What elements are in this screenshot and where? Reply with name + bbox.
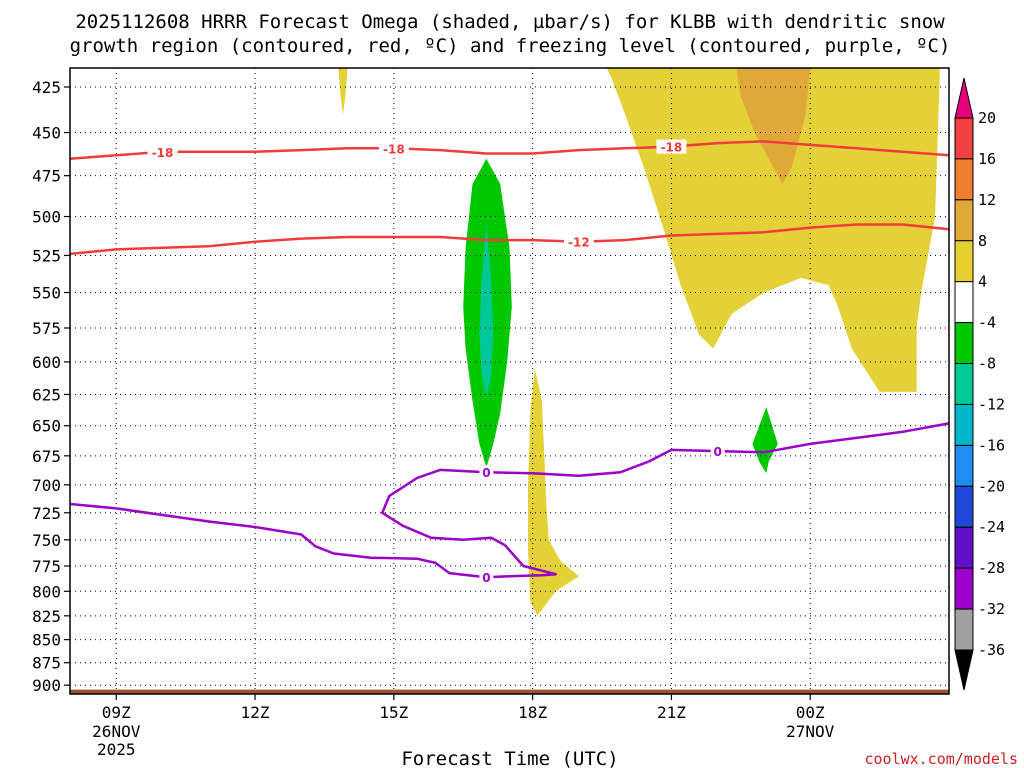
purple-label-0-2: 0: [482, 571, 490, 585]
colorbar-label-2: 12: [978, 191, 996, 209]
chart-title-line-2: growth region (contoured, red, ºC) and f…: [70, 35, 951, 57]
colorbar-segment-3: [954, 199, 974, 242]
y-tick-label-750: 750: [32, 531, 61, 550]
terrain-band: [70, 689, 949, 694]
red-label-bg-0-0: [147, 144, 178, 159]
y-tick-label-450: 450: [32, 124, 61, 143]
colorbar-label-8: -16: [978, 436, 1005, 454]
omega-region-1: [736, 68, 811, 184]
y-tick-label-475: 475: [32, 167, 61, 186]
x-tick-label-12: 12Z: [241, 703, 270, 722]
x-tick-label-18: 18Z: [518, 703, 547, 722]
y-tick-label-675: 675: [32, 447, 61, 466]
y-tick-label-575: 575: [32, 319, 61, 338]
y-tick-label-550: 550: [32, 284, 61, 303]
x-tick-date-9: 26NOV: [92, 722, 141, 741]
plot-frame: [69, 67, 950, 695]
colorbar-label-10: -24: [978, 518, 1005, 536]
colorbar-label-5: -4: [978, 314, 996, 332]
red-label-0-2: -18: [661, 141, 683, 155]
colorbar-label-4: 4: [978, 273, 987, 291]
purple-label-bg-0-2: [479, 570, 494, 585]
temperature-contours: -18 -18 -18 -12 0 0 0: [70, 139, 949, 585]
colorbar-label-1: 16: [978, 150, 996, 168]
y-tick-label-775: 775: [32, 557, 61, 576]
colorbar-top-arrow: [954, 77, 974, 119]
colorbar-segment-12: [954, 567, 974, 610]
red-contour-1: [70, 223, 949, 256]
y-tick-label-875: 875: [32, 654, 61, 673]
omega-region-2: [338, 68, 348, 115]
x-tick-label-9: 09Z: [102, 703, 131, 722]
y-tick-label-900: 900: [32, 676, 61, 695]
y-tick-label-650: 650: [32, 417, 61, 436]
y-tick-label-725: 725: [32, 504, 61, 523]
red-contour-0: [70, 140, 949, 160]
omega-region-5: [479, 224, 494, 399]
y-tick-label-825: 825: [32, 607, 61, 626]
x-tick-year-9: 2025: [97, 740, 136, 759]
y-tick-label-500: 500: [32, 208, 61, 227]
x-tick-date-24: 27NOV: [786, 722, 835, 741]
purple-label-0-0: 0: [482, 466, 490, 480]
colorbar-segment-10: [954, 485, 974, 528]
colorbar-label-3: 8: [978, 232, 987, 250]
red-label-1-0: -12: [568, 236, 590, 250]
colorbar-segment-9: [954, 444, 974, 487]
red-label-bg-0-2: [656, 139, 687, 154]
colorbar-label-7: -12: [978, 395, 1005, 413]
colorbar-segment-1: [954, 117, 974, 160]
terrain-fill: [70, 689, 949, 694]
credit-text: coolwx.com/models: [864, 750, 1018, 768]
colorbar-segment-6: [954, 322, 974, 365]
colorbar-label-9: -20: [978, 477, 1005, 495]
y-tick-label-600: 600: [32, 353, 61, 372]
colorbar-bottom-arrow: [954, 649, 974, 691]
y-tick-label-525: 525: [32, 246, 61, 265]
x-axis-label: Forecast Time (UTC): [401, 748, 618, 768]
y-tick-label-625: 625: [32, 385, 61, 404]
y-tick-label-850: 850: [32, 631, 61, 650]
purple-label-bg-0-0: [479, 465, 494, 480]
x-tick-label-21: 21Z: [657, 703, 686, 722]
colorbar-segment-2: [954, 158, 974, 201]
colorbar-label-12: -32: [978, 600, 1005, 618]
colorbar-segment-11: [954, 526, 974, 569]
purple-label-bg-0-1: [710, 444, 725, 459]
omega-region-3: [528, 368, 579, 616]
y-axis: 425 450 475 500 525 550 575 600 625 650 675 700 725 7…: [32, 78, 70, 695]
colorbar-label-11: -28: [978, 559, 1005, 577]
red-label-0-0: -18: [152, 146, 174, 160]
y-tick-label-700: 700: [32, 476, 61, 495]
purple-label-0-1: 0: [714, 445, 722, 459]
x-tick-label-24: 00Z: [796, 703, 825, 722]
colorbar-label-13: -36: [978, 641, 1005, 659]
colorbar-segment-13: [954, 608, 974, 651]
y-tick-label-425: 425: [32, 78, 61, 97]
colorbar-label-0: 20: [978, 109, 996, 127]
colorbar-segment-8: [954, 403, 974, 446]
red-label-bg-1-0: [563, 234, 594, 249]
chart-title-line-1: 2025112608 HRRR Forecast Omega (shaded, …: [75, 11, 945, 33]
purple-contour-0: [70, 422, 949, 579]
colorbar-segment-5: [954, 281, 974, 324]
colorbar-segment-4: [954, 240, 974, 283]
red-label-0-1: -18: [383, 142, 405, 156]
x-tick-label-15: 15Z: [379, 703, 408, 722]
colorbar-segment-7: [954, 363, 974, 405]
omega-region-6: [752, 407, 778, 474]
y-tick-label-800: 800: [32, 582, 61, 601]
colorbar-label-6: -8: [978, 355, 996, 373]
colorbar: 20 16 12 8 4 -4 -8 -12 -16 -20 -24 -28 -32 -36: [954, 77, 1005, 691]
red-label-bg-0-1: [378, 141, 409, 156]
